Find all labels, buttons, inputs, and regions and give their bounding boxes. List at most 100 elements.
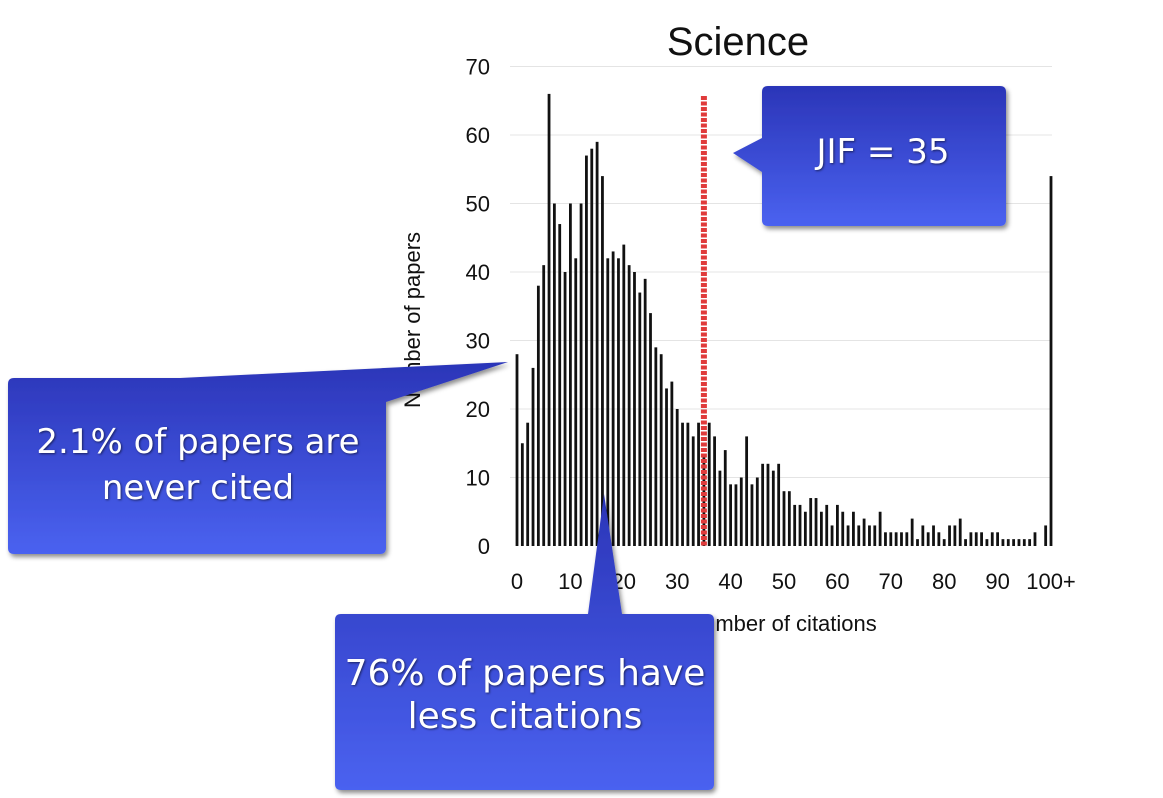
histogram-bar [819, 511, 823, 546]
histogram-bar [649, 313, 652, 546]
histogram-bar [809, 498, 813, 546]
histogram-bar [905, 532, 909, 546]
histogram-bar [606, 258, 610, 546]
histogram-bar [969, 532, 973, 546]
histogram-bar [916, 539, 919, 546]
histogram-bar [1017, 539, 1021, 546]
histogram-bar [622, 244, 626, 546]
histogram-bar [590, 148, 594, 546]
histogram-bar [681, 422, 684, 546]
histogram-bar [536, 285, 540, 546]
histogram-bar [793, 504, 797, 546]
histogram-bar [996, 532, 999, 546]
x-tick-label: 40 [718, 569, 742, 594]
histogram-bar [526, 422, 530, 546]
histogram-bar [515, 354, 519, 546]
histogram-bar [531, 367, 535, 546]
histogram-bar [1001, 539, 1005, 546]
histogram-bar [926, 532, 930, 546]
histogram-bar [852, 511, 855, 546]
histogram-bar [846, 525, 850, 546]
histogram-bar [787, 491, 791, 546]
y-tick-label: 50 [466, 192, 490, 217]
histogram-bar [985, 539, 989, 546]
histogram-bar [803, 511, 807, 546]
histogram-bar [825, 504, 829, 546]
histogram-bar [771, 470, 775, 546]
x-tick-label: 90 [985, 569, 1009, 594]
histogram-bar [857, 525, 861, 546]
histogram-bar [884, 532, 887, 546]
histogram-bar [627, 265, 631, 546]
histogram-bar [1033, 532, 1037, 546]
x-tick-label: 70 [879, 569, 903, 594]
y-tick-label: 60 [466, 123, 490, 148]
x-tick-label: 80 [932, 569, 956, 594]
histogram-bar [932, 525, 935, 546]
histogram-bar [953, 525, 957, 546]
histogram-bar [611, 251, 615, 546]
histogram-bar [1049, 176, 1053, 546]
histogram-bar [980, 532, 983, 546]
histogram-bar [868, 525, 871, 546]
histogram-bar [878, 511, 882, 546]
y-tick-label: 30 [466, 329, 490, 354]
histogram-bar [729, 484, 732, 546]
y-tick-label: 40 [466, 260, 490, 285]
histogram-bar [958, 518, 962, 546]
histogram-bar [814, 498, 818, 546]
histogram-bar [777, 463, 781, 546]
less-citations-callout-text: 76% of papers have less citations [344, 653, 706, 738]
histogram-bar [691, 436, 695, 546]
x-tick-label: 60 [825, 569, 849, 594]
histogram-bar [889, 532, 893, 546]
y-tick-label: 20 [466, 397, 490, 422]
jif-callout-text: JIF = 35 [816, 132, 950, 172]
histogram-bar [964, 539, 967, 546]
histogram-bar [745, 436, 749, 546]
histogram-bar [552, 203, 556, 546]
chart-title: Science [667, 20, 809, 64]
less-citations-callout-box [335, 494, 714, 790]
histogram-bar [563, 272, 567, 546]
histogram-bar [654, 347, 658, 546]
histogram-bar [750, 484, 754, 546]
histogram-bar [585, 155, 588, 547]
histogram-bar [830, 525, 834, 546]
histogram-bars [515, 93, 1053, 547]
histogram-bar [836, 504, 839, 546]
histogram-bar [659, 354, 663, 546]
histogram-bar [1006, 539, 1010, 546]
x-tick-labels: 0 10 20 30 40 50 60 70 80 90 100+ [511, 569, 1076, 594]
histogram-bar [937, 532, 941, 546]
histogram-bar [974, 532, 978, 546]
histogram-bar [569, 203, 572, 546]
histogram-bar [595, 141, 599, 546]
histogram-bar [633, 272, 636, 546]
histogram-bar [617, 258, 620, 546]
x-tick-label: 50 [772, 569, 796, 594]
histogram-bar [862, 518, 866, 546]
histogram-bar [921, 525, 925, 546]
histogram-bar [675, 409, 679, 546]
histogram-bar [713, 436, 716, 546]
histogram-bar [723, 450, 727, 546]
histogram-bar [734, 484, 738, 546]
histogram-bar [665, 388, 668, 546]
histogram-bar [697, 422, 700, 546]
histogram-bar [670, 381, 674, 546]
histogram-bar [520, 443, 524, 546]
y-tick-labels: 0 10 20 30 40 50 60 70 [466, 55, 490, 560]
x-axis-label: Number of citations [687, 611, 877, 636]
histogram-bar [900, 532, 903, 546]
histogram-bar [841, 511, 845, 546]
histogram-bar [1044, 525, 1048, 546]
histogram-bar [547, 93, 551, 547]
x-tick-label: 100+ [1026, 569, 1076, 594]
histogram-bar [761, 463, 765, 546]
x-tick-label: 0 [511, 569, 523, 594]
never-cited-callout-text: 2.1% of papers are never cited [36, 422, 360, 508]
jif-callout-box [733, 86, 1006, 226]
histogram-bar [601, 176, 604, 546]
